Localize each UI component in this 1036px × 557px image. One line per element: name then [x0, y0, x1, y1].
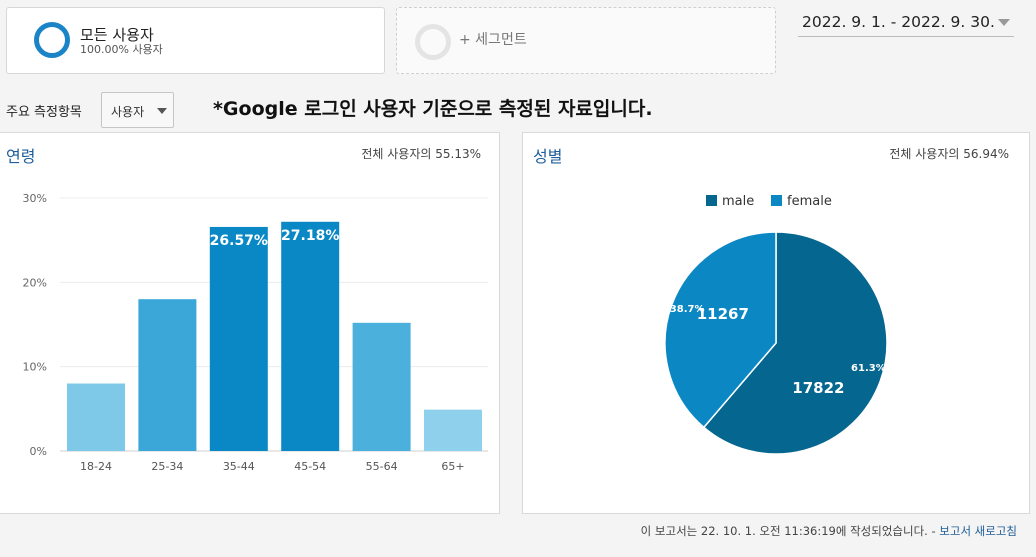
x-tick-label: 45-54	[294, 460, 326, 473]
age-panel: 연령 전체 사용자의 55.13% 0% 10% 20% 30% 18-24 25-34 3…	[0, 132, 500, 514]
x-tick-label: 55-64	[366, 460, 398, 473]
refresh-report-link[interactable]: 보고서 새로고침	[939, 524, 1017, 538]
legend-swatch-female	[771, 195, 782, 206]
add-segment-button[interactable]: + 세그먼트	[396, 7, 776, 74]
bar-45-54	[281, 221, 340, 451]
y-tick-label: 0%	[30, 445, 47, 458]
chevron-down-icon	[998, 19, 1010, 26]
pie-slice-male	[702, 231, 888, 455]
segment-subtitle: 100.00% 사용자	[80, 43, 163, 56]
bar-35-44	[209, 226, 268, 451]
gender-panel-share: 전체 사용자의 56.94%	[889, 147, 1009, 161]
bar-55-64	[352, 322, 411, 451]
y-tick-label: 30%	[23, 192, 47, 205]
x-tick-label: 35-44	[223, 460, 255, 473]
empty-segment-ring-icon	[415, 24, 451, 60]
bar-25-34	[138, 299, 197, 451]
dropdown-arrow-icon	[157, 108, 167, 114]
legend-label: female	[787, 194, 832, 209]
date-range-text: 2022. 9. 1. - 2022. 9. 30.	[802, 13, 995, 31]
pie-percent-label: 38.7%	[670, 304, 705, 315]
metric-select[interactable]: 사용자	[101, 92, 174, 128]
x-tick-label: 18-24	[80, 460, 112, 473]
legend-label: male	[722, 194, 754, 209]
age-panel-title: 연령	[6, 147, 36, 166]
y-tick-label: 20%	[23, 276, 47, 289]
date-range-picker[interactable]: 2022. 9. 1. - 2022. 9. 30.	[798, 9, 1014, 37]
y-tick-label: 10%	[23, 361, 47, 374]
pie-percent-label: 61.3%	[851, 363, 886, 374]
segment-all-users[interactable]: 모든 사용자 100.00% 사용자	[6, 7, 385, 74]
segment-ring-icon	[34, 22, 70, 58]
pie-value-label: 17822	[792, 379, 844, 397]
gender-panel-title: 성별	[533, 147, 563, 166]
metric-select-value: 사용자	[111, 105, 145, 119]
bar-data-label: 27.18%	[281, 228, 339, 244]
report-footer: 이 보고서는 22. 10. 1. 오전 11:36:19에 작성되었습니다. …	[641, 523, 1017, 539]
pie-value-label: 11267	[697, 305, 749, 323]
add-segment-label: + 세그먼트	[459, 32, 527, 48]
pie-slice-female	[664, 231, 777, 429]
x-tick-label: 65+	[441, 460, 464, 473]
legend-swatch-male	[706, 195, 717, 206]
x-tick-label: 25-34	[151, 460, 183, 473]
bar-18-24	[67, 383, 125, 451]
notice-text: *Google 로그인 사용자 기준으로 측정된 자료입니다.	[213, 98, 653, 120]
gender-panel: 성별 전체 사용자의 56.94% 17822 61.3% 11267 38.7% ma…	[522, 132, 1030, 514]
bar-data-label: 26.57%	[210, 233, 268, 249]
segment-title: 모든 사용자	[80, 26, 154, 44]
age-bar-chart: 0% 10% 20% 30% 18-24 25-34 35-44 26.57% 45-54 27.…	[23, 192, 488, 473]
age-panel-share: 전체 사용자의 55.13%	[361, 147, 481, 161]
footer-text: 이 보고서는 22. 10. 1. 오전 11:36:19에 작성되었습니다. …	[640, 524, 940, 538]
primary-dimension-label: 주요 측정항목	[6, 105, 82, 120]
bar-65+	[424, 409, 482, 451]
